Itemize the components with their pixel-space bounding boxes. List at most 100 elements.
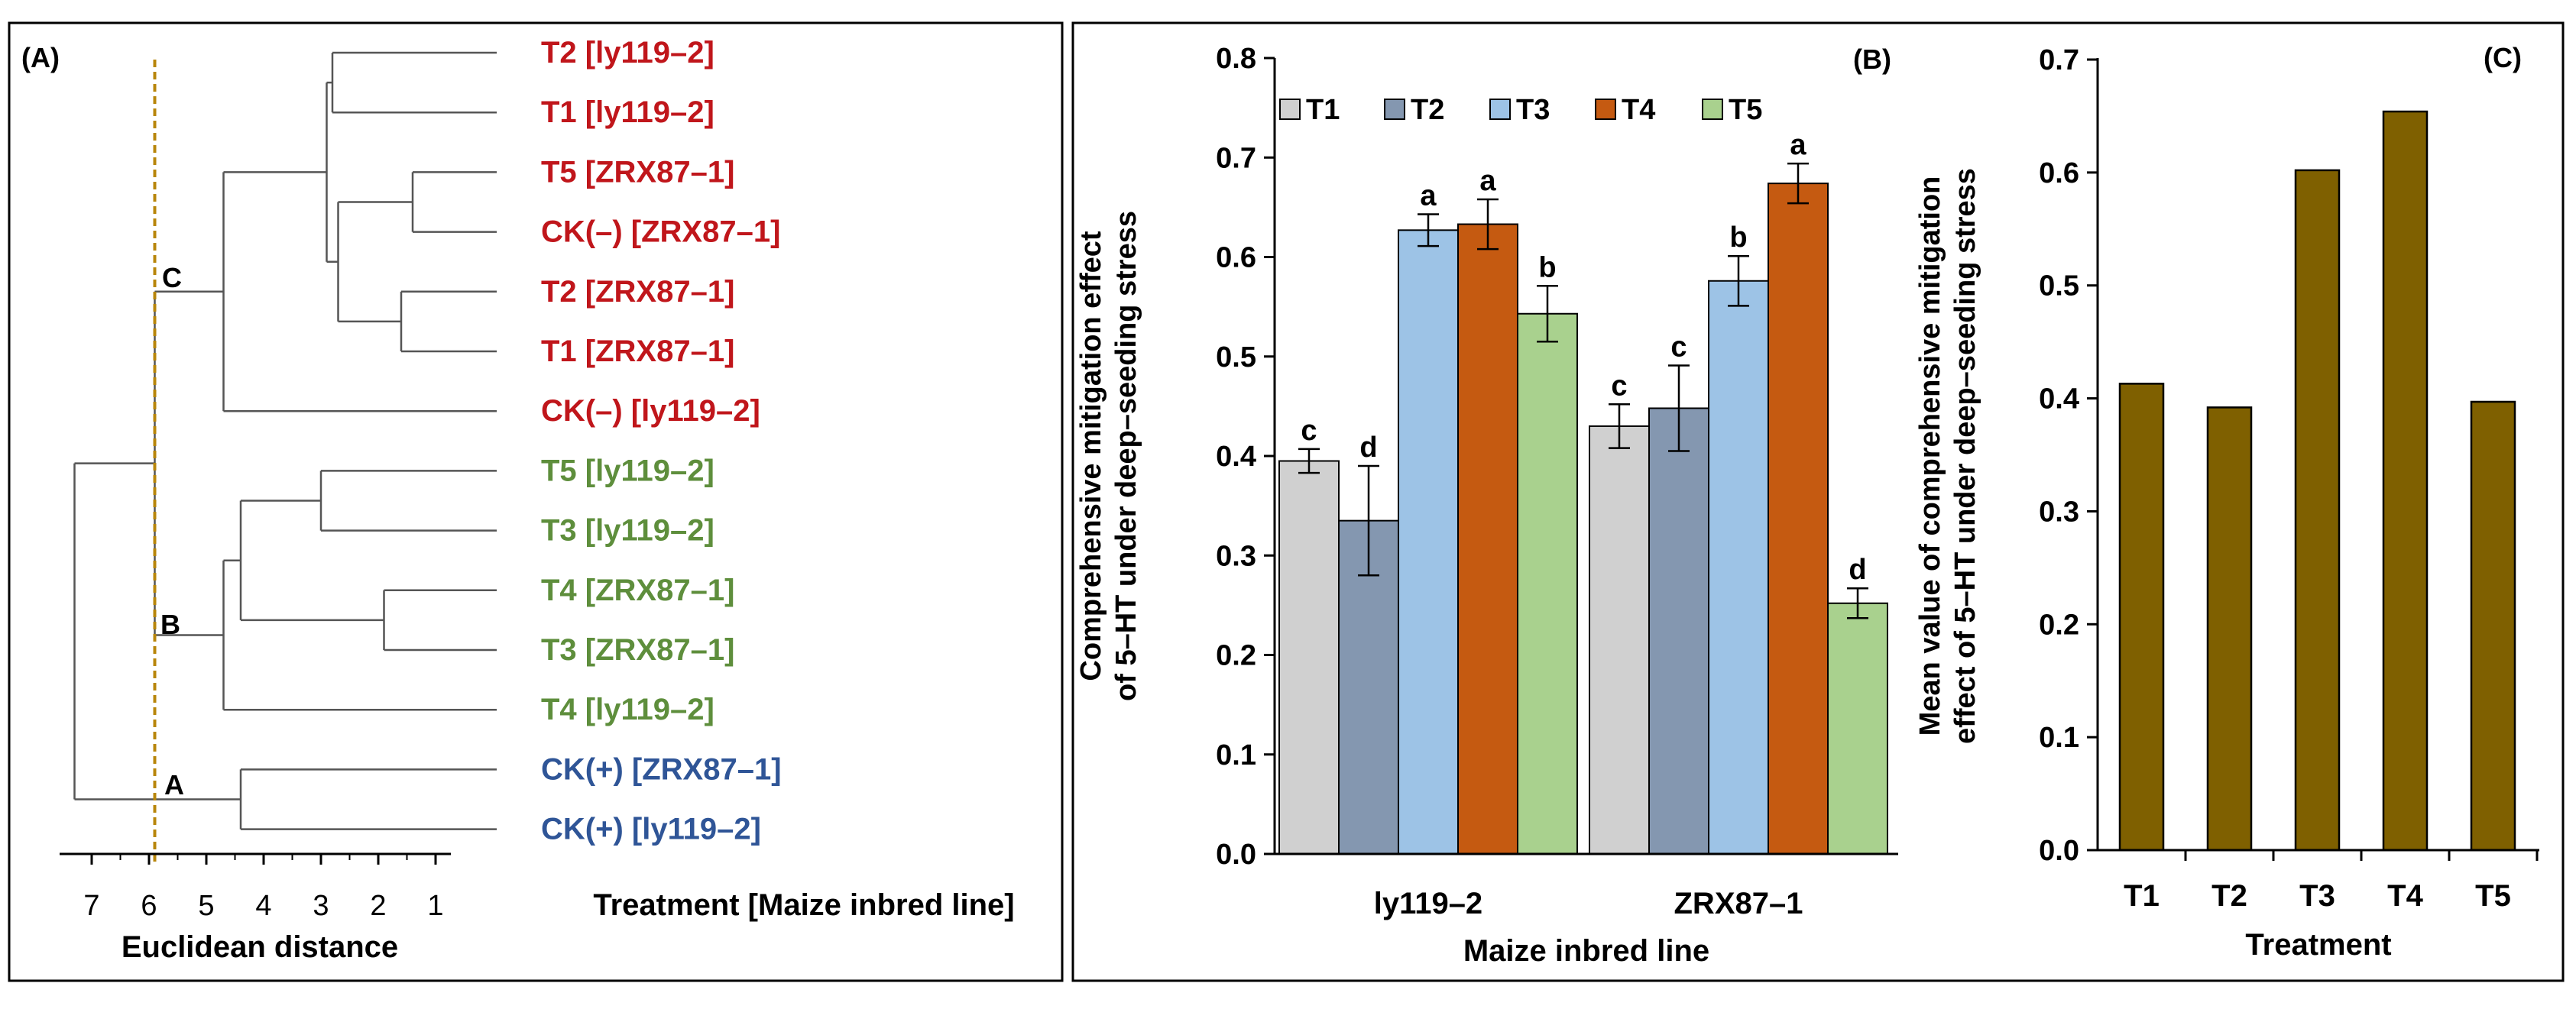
panel-b-x-ticks: ly119–2 ZRX87–1 (1374, 887, 1803, 920)
bar (1827, 602, 1888, 855)
significance-letter: b (1538, 251, 1556, 283)
y-tick-label: 0.1 (2039, 722, 2079, 754)
bar (1708, 280, 1769, 855)
panel-c-bars (2118, 110, 2516, 852)
significance-letter: a (1420, 179, 1437, 212)
leaf-label: CK(–) [ZRX87–1] (541, 215, 780, 249)
panel-c-y-label-line1: Mean value of comprehensive mitigation (1914, 176, 1946, 736)
distance-axis-label: Euclidean distance (122, 930, 398, 964)
leaf-label: T3 [ZRX87–1] (541, 633, 734, 667)
legend-swatch (1489, 99, 1511, 120)
panel-a-frame (8, 21, 1064, 982)
bar (1648, 407, 1709, 855)
y-tick-label: 0.2 (2039, 609, 2079, 641)
y-tick-label: 0.7 (1216, 142, 1256, 174)
distance-tick-label: 4 (255, 890, 271, 922)
x-tick-label: T4 (2387, 879, 2423, 913)
distance-tick-label: 5 (198, 890, 214, 922)
significance-letter: c (1670, 331, 1687, 363)
leaf-label: T1 [ly119–2] (541, 95, 714, 129)
y-tick-label: 0.6 (2039, 157, 2079, 189)
legend-swatch (1595, 99, 1616, 120)
x-tick-label: T5 (2475, 879, 2511, 913)
leaf-label: T2 [ZRX87–1] (541, 275, 734, 309)
legend-label: T3 (1516, 94, 1550, 126)
distance-tick-label: 3 (313, 890, 329, 922)
leaf-label: CK(+) [ZRX87–1] (541, 752, 782, 786)
legend-label: T5 (1729, 94, 1762, 126)
leaf-label: T4 [ly119–2] (541, 693, 714, 726)
x-tick-label: T2 (2211, 879, 2247, 913)
x-tick-label: ly119–2 (1374, 887, 1482, 920)
panel-c-y-label-line2: effect of 5–HT under deep–seeding stress (1949, 168, 1981, 744)
legend-swatch (1384, 99, 1405, 120)
leaf-label: T1 [ZRX87–1] (541, 335, 734, 368)
leaf-label: T2 [ly119–2] (541, 36, 714, 70)
y-tick-label: 0.2 (1216, 640, 1256, 672)
bar (1457, 223, 1518, 855)
leaf-label: T3 [ly119–2] (541, 514, 714, 548)
y-tick-label: 0.0 (1216, 839, 1256, 871)
cluster-label-c: C (162, 262, 182, 293)
bar (1278, 460, 1340, 855)
significance-letter: a (1790, 129, 1806, 161)
bar (2382, 110, 2429, 852)
distance-ticks: 7 6 5 4 3 2 1 (83, 854, 444, 922)
bar (1398, 229, 1459, 855)
y-tick-label: 0.3 (1216, 540, 1256, 572)
leaf-label: CK(+) [ly119–2] (541, 813, 761, 846)
y-tick-label: 0.3 (2039, 496, 2079, 528)
panel-b-bar-chart: (B) 0.0 0.1 0.2 0.3 0.4 0.5 0.6 0.7 0.8 c d a a b c c b… (1071, 21, 2565, 982)
y-tick-label: 0.4 (1216, 441, 1256, 473)
panel-b-legend: T1 T2 T3 T4 T5 (1279, 94, 1762, 126)
panel-c-label: (C) (2484, 42, 2522, 73)
y-tick-label: 0.8 (1216, 43, 1256, 75)
significance-letter: d (1849, 554, 1866, 586)
leaf-header: Treatment [Maize inbred line] (593, 888, 1014, 922)
panel-c-y-ticks: 0.0 0.1 0.2 0.3 0.4 0.5 0.6 0.7 (2039, 44, 2098, 867)
cluster-label-a: A (164, 769, 184, 800)
legend-swatch (1702, 99, 1723, 120)
panel-b-y-ticks: 0.0 0.1 0.2 0.3 0.4 0.5 0.6 0.7 0.8 (1216, 43, 1275, 871)
panel-a-dendrogram: (A) C B A T2 [ly119–2] T1 [ly119–2] T5 [ZR… (8, 21, 1064, 982)
panel-b-label: (B) (1853, 44, 1891, 75)
y-tick-label: 0.7 (2039, 44, 2079, 76)
distance-tick-label: 2 (370, 890, 386, 922)
cluster-label-b: B (160, 609, 180, 640)
y-tick-label: 0.5 (1216, 341, 1256, 374)
panel-a-label: (A) (21, 42, 60, 73)
bar (1589, 425, 1650, 855)
leaf-label: T4 [ZRX87–1] (541, 574, 734, 607)
panel-c-x-ticks: T1 T2 T3 T4 T5 (2124, 850, 2539, 913)
leaf-label: T5 [ZRX87–1] (541, 155, 734, 189)
y-tick-label: 0.4 (2039, 383, 2079, 416)
legend-label: T4 (1622, 94, 1655, 126)
x-tick-label: T3 (2299, 879, 2335, 913)
panel-b-x-label: Maize inbred line (1463, 934, 1709, 968)
distance-tick-label: 6 (141, 890, 157, 922)
significance-letter: d (1359, 432, 1377, 464)
legend-label: T1 (1306, 94, 1340, 126)
panel-c-x-label: Treatment (2245, 928, 2391, 962)
leaf-labels: T2 [ly119–2] T1 [ly119–2] T5 [ZRX87–1] CK(–… (541, 36, 782, 846)
y-tick-label: 0.5 (2039, 270, 2079, 302)
significance-letter: c (1301, 415, 1317, 447)
significance-letter: c (1611, 370, 1627, 402)
significance-letter: a (1479, 165, 1496, 197)
dendrogram-branches (73, 51, 497, 830)
panel-b-y-label-line2: of 5–HT under deep–seeding stress (1110, 211, 1142, 701)
legend-label: T2 (1411, 94, 1444, 126)
y-tick-label: 0.0 (2039, 835, 2079, 867)
legend-swatch (1279, 99, 1301, 120)
leaf-label: CK(–) [ly119–2] (541, 394, 760, 428)
y-tick-label: 0.1 (1216, 739, 1256, 771)
bar (1768, 183, 1829, 855)
distance-tick-label: 7 (83, 890, 99, 922)
bar (1517, 312, 1578, 855)
bar (2118, 383, 2165, 852)
x-tick-label: ZRX87–1 (1674, 887, 1803, 920)
leaf-label: T5 [ly119–2] (541, 454, 714, 487)
significance-letter: b (1729, 222, 1747, 254)
x-tick-label: T1 (2124, 879, 2160, 913)
